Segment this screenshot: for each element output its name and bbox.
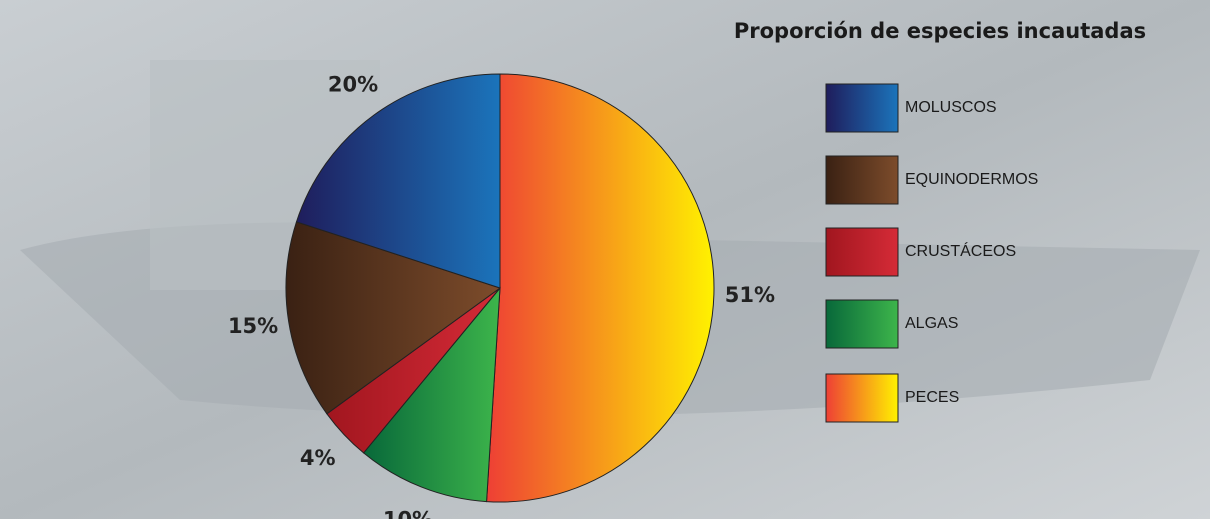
data-label: 20% [328, 73, 378, 97]
data-label: 15% [228, 314, 278, 338]
legend-label: PECES [905, 389, 959, 406]
legend-label: ALGAS [905, 315, 958, 332]
data-label: 51% [725, 283, 775, 307]
legend-swatch [825, 299, 899, 349]
legend-swatch [825, 83, 899, 133]
pie-slice [295, 73, 501, 289]
legend-swatch [825, 155, 899, 205]
pie-slice [362, 286, 501, 503]
legend-swatch [825, 227, 899, 277]
legend-label: EQUINODERMOS [905, 171, 1038, 188]
data-label: 4% [300, 446, 336, 470]
chart-title: Proporción de especies incautadas [734, 19, 1146, 43]
legend-label: CRUSTÁCEOS [905, 241, 1016, 260]
pie-slice [486, 73, 715, 503]
data-label: 10% [383, 507, 433, 519]
legend-label: MOLUSCOS [905, 99, 997, 116]
pie-slice [285, 221, 502, 415]
legend-swatch [825, 373, 899, 423]
